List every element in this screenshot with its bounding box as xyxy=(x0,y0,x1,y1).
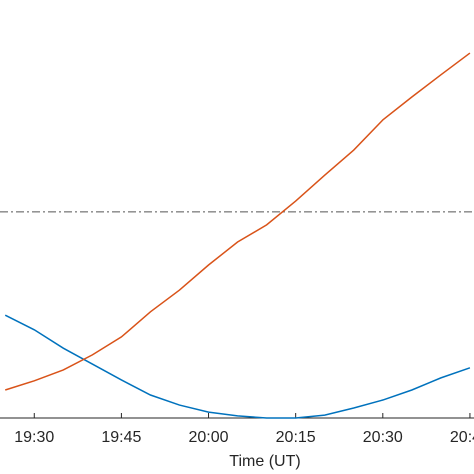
x-tick-label: 19:30 xyxy=(14,429,54,446)
x-tick-label: 20:00 xyxy=(189,429,229,446)
x-tick-label: 20:45 xyxy=(450,429,474,446)
x-axis-label: Time (UT) xyxy=(229,453,300,470)
x-tick-label: 20:15 xyxy=(276,429,316,446)
x-tick-label: 20:30 xyxy=(363,429,403,446)
x-tick-label: 19:45 xyxy=(101,429,141,446)
series-line xyxy=(5,52,471,391)
series-line xyxy=(4,314,471,419)
